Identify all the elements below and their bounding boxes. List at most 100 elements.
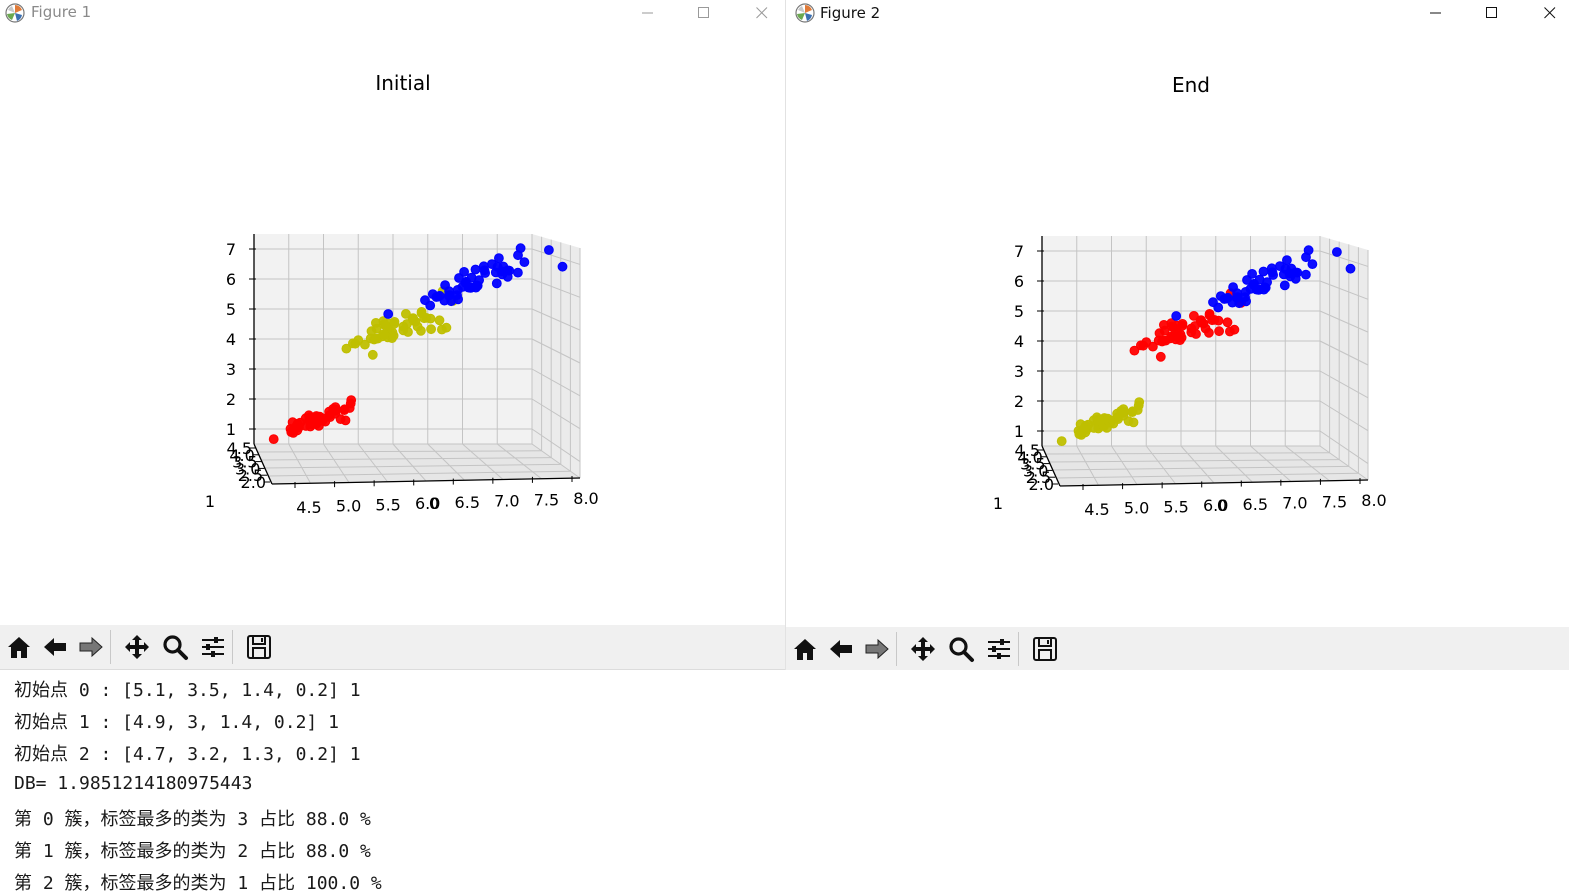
figure-canvas[interactable]: End 1 2 3 4 5 6 7 4.5 5.0 5.5 6.0 6.5 7.0 7.5 8.0 0 4.5 4… bbox=[786, 26, 1569, 624]
z-tick-label: 1 bbox=[1014, 422, 1024, 441]
minimize-icon bbox=[1430, 12, 1441, 14]
back-arrow-icon bbox=[44, 638, 66, 656]
scatter-point bbox=[360, 339, 370, 350]
x-tick-label: 8.0 bbox=[573, 489, 598, 508]
console-output: 初始点 0 : [5.1, 3.5, 1.4, 0.2] 1 初始点 1 : [4… bbox=[0, 670, 1569, 896]
scatter-point bbox=[1186, 323, 1197, 334]
scatter-point bbox=[1166, 331, 1177, 342]
save-icon bbox=[247, 635, 271, 659]
scatter-point bbox=[1129, 345, 1140, 356]
title-bar[interactable]: Figure 2 bbox=[786, 0, 1569, 26]
scatter-point bbox=[1177, 320, 1188, 331]
x-tick-label: 4.5 bbox=[296, 498, 321, 517]
grid bbox=[253, 234, 581, 485]
scatter-point bbox=[420, 295, 430, 306]
scatter-point bbox=[1128, 417, 1139, 428]
home-icon bbox=[794, 639, 816, 660]
scatter-point bbox=[367, 349, 378, 360]
pan-icon bbox=[125, 635, 149, 659]
scatter-point bbox=[1154, 328, 1165, 339]
forward-button[interactable] bbox=[74, 629, 108, 665]
x-tick-label: 7.5 bbox=[1322, 492, 1347, 511]
x-tick-label: 4.5 bbox=[1084, 500, 1109, 519]
console-line: 初始点 0 : [5.1, 3.5, 1.4, 0.2] 1 bbox=[14, 680, 361, 701]
pan-button[interactable] bbox=[906, 631, 940, 667]
title-bar[interactable]: Figure 1 bbox=[0, 0, 785, 26]
scatter-point bbox=[350, 338, 361, 349]
scatter-point bbox=[1301, 269, 1311, 280]
scatter-point bbox=[1138, 340, 1149, 351]
plot-title: End bbox=[1172, 73, 1210, 97]
y-axis-label: 1 bbox=[205, 492, 215, 511]
scatter-point bbox=[1258, 266, 1269, 277]
configure-subplots-button[interactable] bbox=[196, 629, 230, 665]
maximize-button[interactable] bbox=[1469, 0, 1515, 26]
y-tick-label: 2.5 bbox=[1026, 468, 1051, 487]
scatter-series bbox=[1171, 245, 1356, 321]
scatter-3d-plot[interactable]: Initial 1 2 3 4 5 6 7 4.5 5.0 5.5 6.0 6.5 7.0 7.5 8.0 0… bbox=[0, 26, 785, 624]
home-button[interactable] bbox=[788, 631, 822, 667]
scatter-point bbox=[1155, 351, 1166, 362]
scatter-point bbox=[425, 313, 436, 324]
scatter-point bbox=[1208, 297, 1218, 308]
y-tick-label: 2.0 bbox=[241, 473, 266, 492]
scatter-point bbox=[1229, 324, 1240, 335]
close-icon bbox=[756, 7, 768, 19]
maximize-icon bbox=[1486, 7, 1497, 18]
scatter-point bbox=[1118, 410, 1129, 421]
navigation-toolbar bbox=[786, 627, 1569, 672]
y-axis-label: 1 bbox=[993, 494, 1003, 513]
scatter-point bbox=[268, 434, 279, 445]
pan-icon bbox=[911, 637, 935, 661]
save-button[interactable] bbox=[1028, 631, 1062, 667]
x-axis-label: 0 bbox=[429, 494, 439, 513]
scatter-point bbox=[1079, 423, 1090, 434]
scatter-point bbox=[291, 421, 302, 432]
pan-button[interactable] bbox=[120, 629, 154, 665]
x-axis-label: 0 bbox=[1217, 496, 1227, 515]
minimize-button[interactable] bbox=[1413, 0, 1459, 26]
scatter-point bbox=[311, 413, 322, 423]
close-button[interactable] bbox=[739, 0, 785, 26]
scatter-point bbox=[544, 245, 554, 255]
y-tick-label: 2.5 bbox=[238, 466, 263, 485]
forward-button[interactable] bbox=[860, 631, 894, 667]
z-tick-label: 5 bbox=[226, 300, 236, 319]
plot-title: Initial bbox=[375, 71, 430, 95]
zoom-button[interactable] bbox=[158, 629, 192, 665]
scatter-point bbox=[444, 290, 455, 301]
scatter-point bbox=[513, 267, 523, 278]
side-pane bbox=[1320, 236, 1368, 480]
z-tick-label: 3 bbox=[226, 360, 236, 379]
scatter-point bbox=[339, 405, 350, 416]
z-tick-label: 4 bbox=[226, 330, 236, 349]
y-tick-label: 4.5 bbox=[227, 439, 252, 458]
scatter-point bbox=[1254, 284, 1265, 295]
x-tick-label: 5.0 bbox=[336, 497, 361, 516]
scatter-point bbox=[408, 315, 419, 326]
scatter-point bbox=[440, 280, 451, 291]
back-arrow-icon bbox=[830, 640, 852, 658]
matplotlib-logo-icon bbox=[4, 2, 26, 24]
maximize-button[interactable] bbox=[681, 0, 727, 26]
scatter-point bbox=[1159, 320, 1169, 330]
scatter-point bbox=[513, 250, 523, 261]
zoom-button[interactable] bbox=[944, 631, 978, 667]
scatter-point bbox=[494, 253, 504, 264]
figure-canvas[interactable]: Initial 1 2 3 4 5 6 7 4.5 5.0 5.5 6.0 6.5 7.0 7.5 8.0 0… bbox=[0, 26, 785, 624]
back-button[interactable] bbox=[38, 629, 72, 665]
save-button[interactable] bbox=[242, 629, 276, 665]
minimize-button[interactable] bbox=[625, 0, 671, 26]
x-tick-label: 5.5 bbox=[1163, 497, 1188, 516]
configure-subplots-button[interactable] bbox=[982, 631, 1016, 667]
back-button[interactable] bbox=[824, 631, 858, 667]
close-button[interactable] bbox=[1527, 0, 1569, 26]
z-tick-label: 4 bbox=[1014, 332, 1024, 351]
window-divider bbox=[785, 0, 786, 670]
home-button[interactable] bbox=[2, 629, 36, 665]
z-tick-label: 6 bbox=[226, 270, 236, 289]
floor-pane bbox=[254, 444, 580, 484]
zoom-icon bbox=[949, 637, 974, 662]
scatter-series bbox=[1056, 397, 1145, 447]
